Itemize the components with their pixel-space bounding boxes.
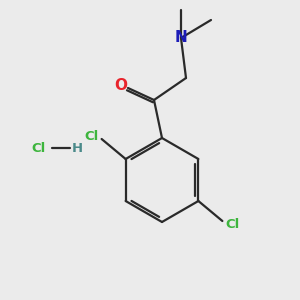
Text: Cl: Cl (31, 142, 45, 154)
Text: Cl: Cl (225, 218, 239, 230)
Text: O: O (115, 79, 128, 94)
Text: Cl: Cl (85, 130, 99, 142)
Text: H: H (71, 142, 82, 154)
Text: N: N (175, 31, 188, 46)
